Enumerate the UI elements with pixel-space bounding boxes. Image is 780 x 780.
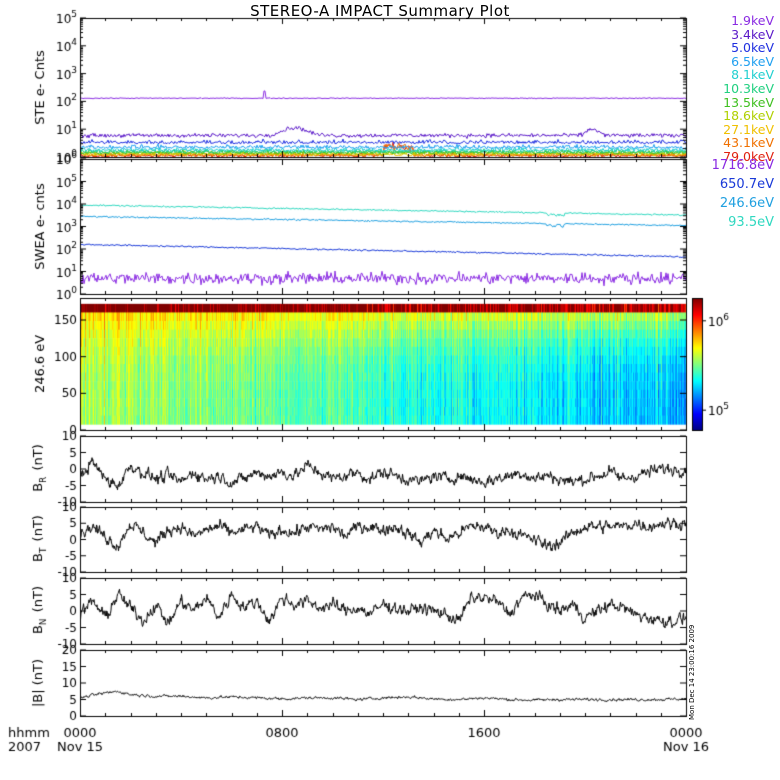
legend-ste-9: 43.1keV	[723, 135, 774, 151]
legend-ste-6: 13.5keV	[723, 94, 774, 110]
timestamp-stamp: Mon Dec 14 23:00:16 2009	[688, 624, 696, 720]
legend-swea-2: 246.6eV	[719, 196, 774, 211]
legend-ste-2: 5.0keV	[731, 40, 774, 56]
swea-legend: 1716.8eV 650.7eV 246.6eV 93.5eV	[712, 156, 774, 232]
legend-ste-7: 18.6keV	[723, 108, 774, 124]
legend-swea-3: 93.5eV	[728, 215, 774, 230]
legend-ste-1: 3.4keV	[731, 26, 774, 42]
legend-ste-3: 6.5keV	[731, 53, 774, 69]
legend-ste-8: 27.1keV	[723, 121, 774, 137]
legend-swea-0: 1716.8eV	[711, 158, 774, 173]
legend-swea-1: 650.7eV	[719, 177, 774, 192]
legend-ste-4: 8.1keV	[731, 67, 774, 83]
plot-title: STEREO-A IMPACT Summary Plot	[250, 2, 510, 20]
legend-ste-5: 10.3keV	[723, 80, 774, 96]
ste-legend: 1.9keV 3.4keV 5.0keV 6.5keV 8.1keV 10.3k…	[723, 14, 774, 164]
legend-ste-0: 1.9keV	[731, 13, 774, 28]
legend-ste-10: 79.0keV	[723, 148, 774, 164]
